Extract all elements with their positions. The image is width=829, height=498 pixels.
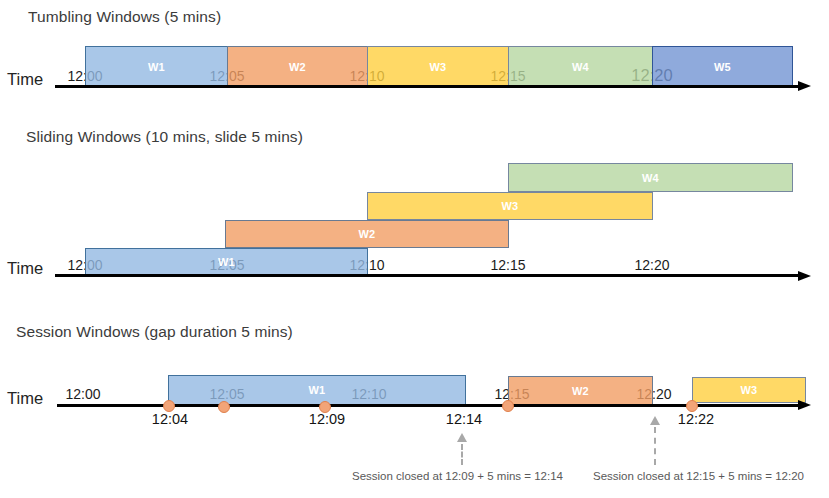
sliding-window-box-w4: W4 bbox=[508, 163, 793, 192]
sliding-window-box-w2: W2 bbox=[225, 220, 509, 248]
session-axis-arrowhead-icon bbox=[798, 400, 811, 410]
event-time-1209: 12:09 bbox=[309, 411, 345, 427]
sliding-section-title: Sliding Windows (10 mins, slide 5 mins) bbox=[26, 128, 303, 146]
window-label: W1 bbox=[148, 61, 165, 73]
tumbling-window-box-w3: W3 bbox=[367, 46, 509, 87]
session-close-arrow-line bbox=[461, 444, 463, 465]
event-dot bbox=[319, 401, 331, 413]
sliding-axis-arrowhead-icon bbox=[798, 271, 811, 281]
sliding-window-box-w3: W3 bbox=[367, 192, 653, 220]
event-dot bbox=[163, 400, 175, 412]
sliding-tick-1220: 12:20 bbox=[634, 257, 669, 274]
window-label: W5 bbox=[714, 61, 731, 73]
window-label: W3 bbox=[501, 200, 518, 212]
event-dot bbox=[218, 401, 230, 413]
tumbling-window-box-w2: W2 bbox=[227, 46, 368, 87]
event-dot bbox=[502, 400, 514, 412]
tumbling-axis-arrowhead-icon bbox=[798, 81, 811, 91]
session-close-arrow-icon bbox=[650, 416, 660, 425]
window-label: W1 bbox=[308, 384, 325, 396]
sliding-time-axis bbox=[55, 274, 798, 277]
sliding-window-box-w1: W1 bbox=[85, 248, 368, 276]
tumbling-section-title: Tumbling Windows (5 mins) bbox=[28, 8, 221, 26]
tumbling-time-axis-label: Time bbox=[7, 69, 43, 89]
event-time-1204: 12:04 bbox=[152, 411, 188, 427]
session-close-arrow-line bbox=[654, 427, 656, 465]
sliding-tick-1215: 12:15 bbox=[490, 257, 525, 274]
session-close-annotation-1: Session closed at 12:09 + 5 mins = 12:14 bbox=[352, 470, 563, 482]
session-tick-1200: 12:00 bbox=[65, 386, 100, 403]
tumbling-window-box-w4: W4 bbox=[508, 46, 653, 87]
window-label: W1 bbox=[218, 256, 235, 268]
windowing-diagram: Tumbling Windows (5 mins) Time 12:00 12:… bbox=[0, 0, 829, 498]
event-time-1214: 12:14 bbox=[446, 411, 482, 427]
window-label: W3 bbox=[740, 384, 757, 396]
tumbling-window-box-w1: W1 bbox=[85, 46, 228, 87]
session-window-box-w1: W1 bbox=[168, 375, 466, 405]
session-time-axis-label: Time bbox=[7, 388, 43, 408]
window-label: W2 bbox=[358, 228, 375, 240]
session-close-annotation-2: Session closed at 12:15 + 5 mins = 12:20 bbox=[593, 470, 804, 482]
event-dot bbox=[686, 400, 698, 412]
sliding-time-axis-label: Time bbox=[7, 258, 43, 278]
session-window-box-w2: W2 bbox=[508, 376, 653, 405]
tumbling-time-axis bbox=[55, 85, 798, 88]
window-label: W2 bbox=[289, 61, 306, 73]
window-label: W4 bbox=[572, 61, 589, 73]
session-window-box-w3: W3 bbox=[692, 377, 806, 403]
window-label: W2 bbox=[572, 385, 589, 397]
session-close-arrow-icon bbox=[457, 433, 467, 442]
session-section-title: Session Windows (gap duration 5 mins) bbox=[16, 323, 293, 341]
window-label: W4 bbox=[642, 172, 659, 184]
event-time-1222: 12:22 bbox=[678, 411, 714, 427]
window-label: W3 bbox=[429, 61, 446, 73]
tumbling-window-box-w5: W5 bbox=[652, 46, 793, 87]
